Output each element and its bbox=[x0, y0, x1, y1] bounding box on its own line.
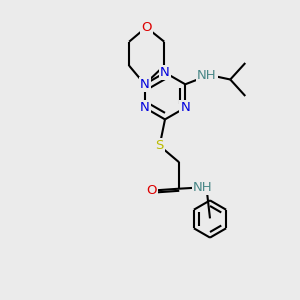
Text: N: N bbox=[140, 78, 150, 91]
Text: NH: NH bbox=[197, 69, 217, 82]
Text: O: O bbox=[146, 184, 157, 197]
Text: N: N bbox=[160, 66, 170, 79]
Text: N: N bbox=[180, 101, 190, 114]
Text: O: O bbox=[141, 21, 152, 34]
Text: N: N bbox=[140, 101, 150, 114]
Text: NH: NH bbox=[193, 181, 212, 194]
Text: S: S bbox=[155, 139, 164, 152]
